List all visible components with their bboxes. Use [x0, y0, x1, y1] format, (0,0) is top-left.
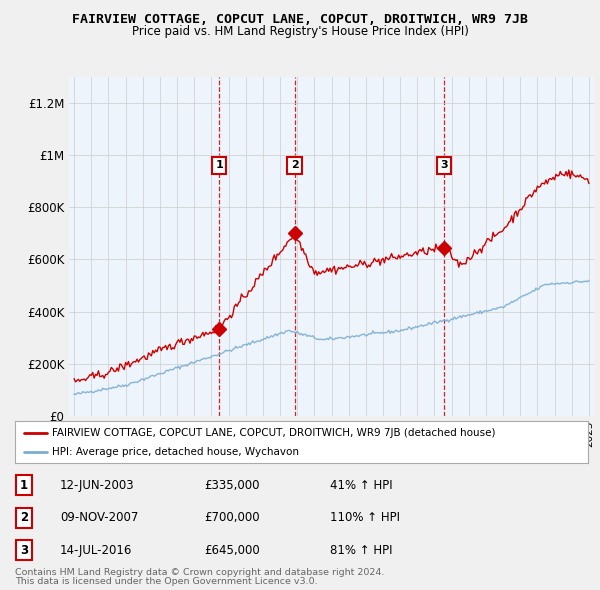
Text: Contains HM Land Registry data © Crown copyright and database right 2024.: Contains HM Land Registry data © Crown c… [15, 568, 385, 576]
Text: Price paid vs. HM Land Registry's House Price Index (HPI): Price paid vs. HM Land Registry's House … [131, 25, 469, 38]
Text: 2: 2 [291, 160, 298, 171]
Text: 41% ↑ HPI: 41% ↑ HPI [330, 478, 392, 492]
Text: 110% ↑ HPI: 110% ↑ HPI [330, 511, 400, 525]
Text: 09-NOV-2007: 09-NOV-2007 [60, 511, 139, 525]
Text: 81% ↑ HPI: 81% ↑ HPI [330, 543, 392, 557]
Text: 3: 3 [20, 543, 28, 557]
Text: FAIRVIEW COTTAGE, COPCUT LANE, COPCUT, DROITWICH, WR9 7JB (detached house): FAIRVIEW COTTAGE, COPCUT LANE, COPCUT, D… [52, 428, 496, 438]
Text: 12-JUN-2003: 12-JUN-2003 [60, 478, 134, 492]
Text: HPI: Average price, detached house, Wychavon: HPI: Average price, detached house, Wych… [52, 447, 299, 457]
Text: 1: 1 [215, 160, 223, 171]
Text: £645,000: £645,000 [204, 543, 260, 557]
Text: £335,000: £335,000 [204, 478, 260, 492]
Text: £700,000: £700,000 [204, 511, 260, 525]
Text: This data is licensed under the Open Government Licence v3.0.: This data is licensed under the Open Gov… [15, 577, 317, 586]
Text: 2: 2 [20, 511, 28, 525]
Text: 3: 3 [440, 160, 448, 171]
Text: FAIRVIEW COTTAGE, COPCUT LANE, COPCUT, DROITWICH, WR9 7JB: FAIRVIEW COTTAGE, COPCUT LANE, COPCUT, D… [72, 13, 528, 26]
Text: 14-JUL-2016: 14-JUL-2016 [60, 543, 133, 557]
Text: 1: 1 [20, 478, 28, 492]
